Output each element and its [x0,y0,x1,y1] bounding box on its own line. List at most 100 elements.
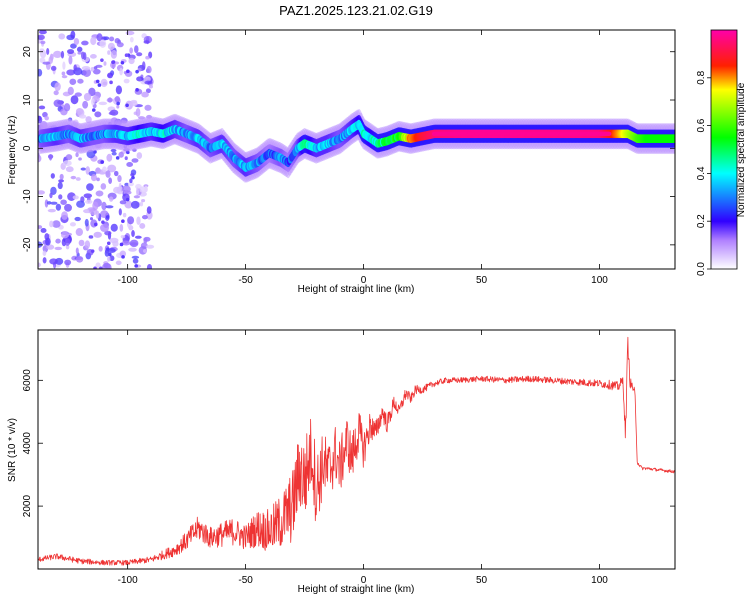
snr-x-tick-label: 0 [361,575,367,586]
spectrogram-noise-blob [136,76,144,82]
spectrogram-noise-blob [119,223,124,232]
spectrogram-noise-blob [80,167,87,171]
spectrogram-frame [37,29,676,270]
spectrogram-noise-dot [119,242,124,247]
spectrogram-noise-blob [46,47,50,55]
spectrogram-noise-blob [80,51,85,60]
spectrogram-noise-dot [125,197,130,202]
spectrogram-noise-blob [139,223,146,229]
spectrogram-noise-dot [100,58,104,62]
spectrogram-noise-blob [38,34,45,40]
spectrogram-noise-blob [135,108,141,117]
spectrogram-noise-dot [115,156,120,160]
spectrogram-noise-blob [103,36,110,41]
spectrogram-noise-blob [78,239,85,247]
spectrogram-noise-blob [84,240,91,249]
spectrogram-noise-blob [38,115,43,124]
spectrogram-noise-dot [131,175,135,180]
spectrogram-noise-blob [66,69,75,76]
spectrogram-noise-blob [139,201,144,207]
spectrogram-noise-blob [129,36,134,43]
spectrogram-noise-blob [38,190,45,195]
spectrogram-noise-blob [125,30,135,36]
spectrogram-noise-blob [119,67,123,76]
spectrogram-noise-blob [110,148,117,153]
snr-x-ticks: -100 -50 0 50 100 [118,330,608,586]
spectrogram-noise-blob [55,238,61,244]
spectrogram-noise-blob [129,178,133,184]
spectrogram-noise-blob [42,257,47,264]
spectrogram-noise-blob [131,158,139,163]
spectrogram-noise-blob [119,200,127,205]
spectrogram-noise-blob [144,80,153,85]
spectrogram-noise-blob [60,50,65,59]
spectrogram-noise-blob [108,196,114,202]
spectrogram-noise-blob [70,43,77,49]
spectrogram-noise-blob [134,45,139,54]
spectrogram-noise-blob [38,225,43,229]
spectrogram-noise-dot [116,101,120,106]
spectrogram-noise-blob [82,100,89,109]
spectrogram-noise-speckle [38,30,155,269]
spectrogram-noise-blob [122,212,127,218]
spectrogram-noise-blob [128,247,137,252]
spectrogram-noise-blob [118,208,122,216]
spectrogram-noise-blob [65,166,74,173]
spectrogram-noise-blob [108,111,116,116]
spectrogram-noise-blob [115,85,123,95]
spectrogram-noise-blob [78,157,82,161]
spectrogram-noise-blob [92,68,101,75]
snr-x-tick-label: -50 [238,575,253,586]
spectrogram-noise-blob [42,111,48,118]
spectrogram-x-tick-label: 0 [361,275,367,286]
spectrogram-noise-blob [102,166,107,173]
spectrogram-noise-dot [101,220,105,224]
spectrogram-noise-blob [39,48,45,52]
spectrogram-noise-blob [106,153,113,162]
spectrogram-y-label: Frequency (Hz) [7,116,18,185]
spectrogram-noise-blob [104,249,110,257]
colorbar-gradient [711,30,737,269]
spectrogram-noise-blob [127,216,135,225]
spectrogram-noise-blob [81,40,89,46]
spectrogram-noise-blob [136,152,143,159]
spectrogram-core [672,134,675,143]
spectrogram-noise-blob [72,195,79,200]
spectrogram-noise-blob [50,173,55,179]
spectrogram-noise-blob [110,223,118,232]
spectrogram-noise-dot [107,73,111,78]
spectrogram-noise-dot [111,60,115,64]
spectrogram-noise-blob [141,91,149,98]
spectrogram-noise-blob [62,61,66,70]
spectrogram-noise-blob [42,61,51,65]
spectrogram-noise-blob [44,116,49,121]
spectrogram-noise-blob [47,208,56,213]
spectrogram-noise-dot [93,222,98,227]
spectrogram-noise-blob [85,166,91,175]
spectrogram-noise-blob [58,194,63,200]
colorbar-tick-label: 0.6 [696,118,707,132]
spectrogram-noise-blob [63,103,71,112]
spectrogram-noise-blob [107,164,117,173]
spectrogram-noise-blob [129,47,134,54]
spectrogram-noise-blob [81,65,91,71]
spectrogram-noise-blob [85,199,93,204]
spectrogram-noise-blob [121,240,131,246]
spectrogram-noise-blob [144,185,148,193]
spectrogram-y-tick-label: 10 [22,94,33,106]
spectrogram-noise-blob [49,220,54,228]
spectrogram-noise-blob [145,244,155,249]
spectrogram-noise-blob [108,248,116,253]
spectrogram-noise-blob [61,211,68,220]
spectrogram-noise-blob [144,104,152,111]
spectrogram-noise-blob [113,170,119,177]
spectrogram-noise-blob [142,249,147,253]
snr-y-tick-label: 2000 [22,495,33,518]
spectrogram-noise-blob [75,177,81,181]
spectrogram-noise-blob [107,50,111,55]
spectrogram-noise-blob [98,101,108,106]
spectrogram-noise-blob [128,57,135,65]
spectrogram-noise-blob [120,234,126,239]
spectrogram-noise-blob [65,154,73,161]
